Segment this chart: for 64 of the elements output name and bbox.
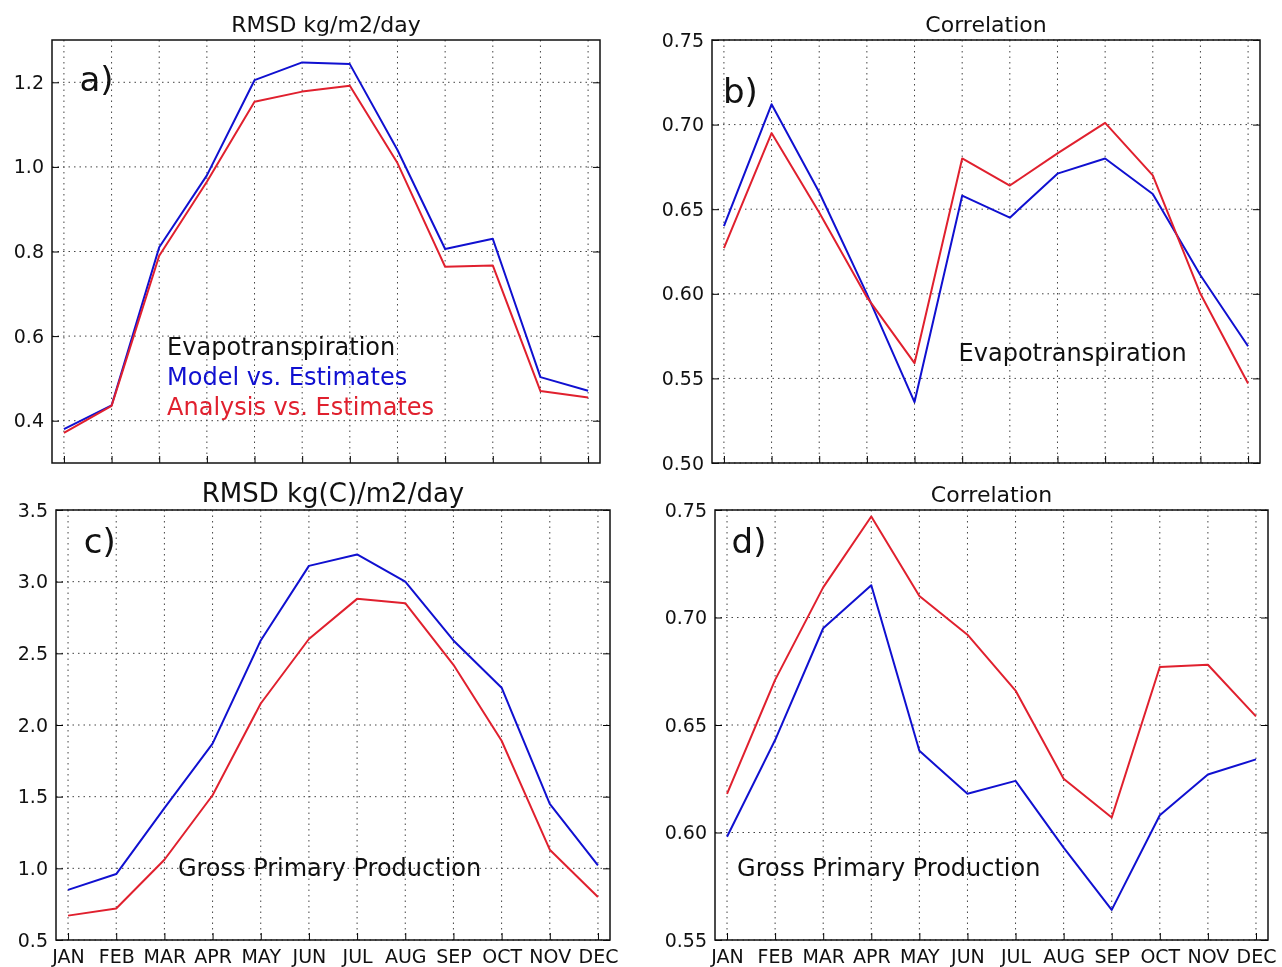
y-tick-label: 0.50 — [661, 451, 704, 474]
y-tick-label: 1.2 — [13, 70, 44, 93]
chart-title: Correlation — [925, 12, 1047, 37]
x-tick-label: APR — [194, 945, 232, 967]
annotation: Gross Primary Production — [737, 853, 1041, 882]
y-tick-label: 0.6 — [13, 324, 44, 347]
line-series — [726, 515, 1257, 819]
x-tick-label: APR — [852, 945, 891, 967]
annotation: Evapotranspiration — [958, 339, 1187, 368]
x-tick-label: FEB — [757, 945, 794, 967]
x-tick-label: NOV — [529, 945, 572, 967]
x-tick-label: MAY — [241, 945, 282, 967]
annotation: a) — [79, 58, 114, 99]
y-tick-label: 0.55 — [664, 928, 707, 951]
y-tick-label: 0.70 — [661, 113, 704, 136]
annotation: c) — [83, 521, 116, 561]
y-tick-label: 0.75 — [661, 28, 704, 51]
x-tick-label: MAR — [802, 945, 845, 967]
x-tick-label: JAN — [710, 945, 744, 967]
y-tick-label: 0.75 — [664, 498, 707, 521]
x-tick-label: JAN — [51, 945, 85, 967]
y-tick-label: 1.0 — [13, 155, 44, 178]
y-tick-label: 0.65 — [664, 713, 707, 736]
y-tick-label: 0.60 — [664, 821, 707, 844]
annotation: Evapotranspiration — [167, 333, 396, 362]
line-series — [67, 597, 599, 917]
x-tick-label: NOV — [1187, 945, 1230, 967]
y-tick-label: 0.55 — [661, 366, 704, 389]
y-tick-label: 0.8 — [13, 240, 44, 263]
x-tick-label: DEC — [578, 945, 619, 967]
chart-title: RMSD kg(C)/m2/day — [201, 478, 465, 508]
y-tick-label: 0.65 — [661, 197, 704, 220]
x-tick-label: DEC — [1236, 945, 1277, 967]
annotation: Gross Primary Production — [177, 853, 482, 882]
y-tick-label: 2.5 — [17, 641, 48, 664]
chart-title: Correlation — [930, 482, 1053, 507]
y-tick-label: 3.0 — [17, 570, 48, 593]
y-tick-label: 0.5 — [17, 928, 48, 951]
x-tick-label: OCT — [482, 945, 523, 967]
x-tick-label: OCT — [1140, 945, 1181, 967]
y-tick-label: 0.70 — [664, 606, 707, 629]
x-tick-label: AUG — [384, 945, 427, 967]
y-tick-label: 1.5 — [17, 785, 48, 808]
y-tick-label: 1.0 — [17, 856, 48, 879]
y-tick-label: 0.60 — [661, 282, 704, 305]
x-tick-label: JUN — [950, 945, 985, 967]
x-tick-label: AUG — [1043, 945, 1085, 967]
x-tick-label: SEP — [436, 945, 472, 967]
series-label: Model vs. Estimates — [167, 363, 408, 392]
x-tick-label: SEP — [1094, 945, 1130, 967]
chart-title: RMSD kg/m2/day — [231, 12, 421, 37]
x-tick-label: JUL — [999, 945, 1032, 967]
x-tick-label: FEB — [98, 945, 135, 967]
annotation: d) — [731, 521, 767, 561]
x-tick-label: MAY — [900, 945, 941, 967]
x-tick-label: JUN — [291, 945, 327, 967]
line-series — [726, 584, 1257, 911]
text: Analysis vs. Estimates — [167, 393, 435, 422]
y-tick-label: 2.0 — [17, 713, 48, 736]
x-tick-label: JUL — [341, 945, 374, 967]
annotation: b) — [722, 71, 758, 112]
y-tick-label: 3.5 — [17, 498, 48, 521]
x-tick-label: MAR — [143, 945, 187, 967]
y-tick-label: 0.4 — [13, 409, 44, 432]
